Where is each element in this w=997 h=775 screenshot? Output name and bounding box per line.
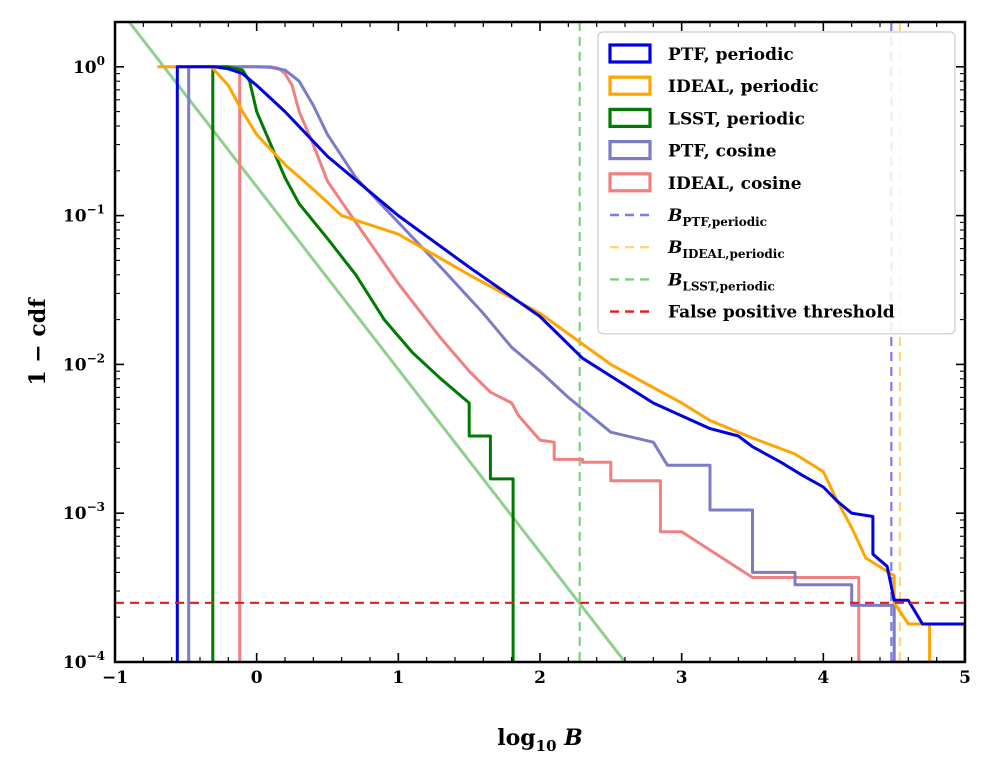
legend-entry-b-ideal-periodic: BIDEAL,periodic bbox=[667, 238, 785, 261]
x-tick-label: −1 bbox=[102, 668, 128, 688]
legend-entry-ptf-periodic: PTF, periodic bbox=[668, 45, 794, 65]
series-layer bbox=[115, 22, 965, 662]
legend-swatch bbox=[608, 140, 652, 161]
x-tick-label: 0 bbox=[251, 668, 263, 688]
series-ptf-cosine bbox=[187, 65, 965, 662]
x-tick-label: 5 bbox=[959, 668, 971, 688]
series-lsst-periodic bbox=[211, 65, 515, 662]
legend-swatch bbox=[608, 172, 652, 193]
legend-entry-ideal-cosine: IDEAL, cosine bbox=[668, 174, 802, 194]
legend-frame bbox=[597, 31, 956, 335]
x-tick-label: 4 bbox=[817, 668, 829, 688]
series-fit-line bbox=[128, 22, 627, 662]
legend-entry-lsst-periodic: LSST, periodic bbox=[668, 109, 805, 129]
legend-swatch bbox=[608, 75, 652, 96]
x-tick-label: 1 bbox=[392, 668, 404, 688]
legend-swatch bbox=[608, 43, 652, 64]
x-axis-label: log10 B bbox=[497, 725, 583, 755]
legend-entry-ptf-cosine: PTF, cosine bbox=[668, 142, 777, 162]
ticks-layer: −1 0 1 2 3 4 5 100 10−1 10−2 10−3 10−4 bbox=[63, 21, 971, 688]
legend-entry-false-positive-threshold: False positive threshold bbox=[668, 303, 895, 323]
x-tick-label: 3 bbox=[676, 668, 688, 688]
x-tick-label: 2 bbox=[534, 668, 546, 688]
series-ideal-periodic bbox=[157, 65, 932, 662]
legend-swatch bbox=[608, 107, 652, 129]
series-ideal-cosine bbox=[238, 65, 861, 662]
legend: PTF, periodic IDEAL, periodic LSST, period… bbox=[597, 31, 956, 335]
legend-entry-ideal-periodic: IDEAL, periodic bbox=[668, 77, 819, 97]
y-axis-label: 1 − cdf bbox=[25, 297, 51, 386]
legend-entry-b-lsst-periodic: BLSST,periodic bbox=[667, 270, 775, 293]
y-tick-label: 100 bbox=[73, 54, 105, 78]
y-tick-label: 10−3 bbox=[63, 500, 105, 524]
y-tick-label: 10−1 bbox=[63, 203, 105, 227]
y-tick-label: 10−2 bbox=[63, 351, 105, 375]
series-ptf-periodic bbox=[175, 65, 965, 662]
y-tick-label: 10−4 bbox=[63, 649, 105, 673]
legend-entry-b-ptf-periodic: BPTF,periodic bbox=[667, 206, 767, 229]
